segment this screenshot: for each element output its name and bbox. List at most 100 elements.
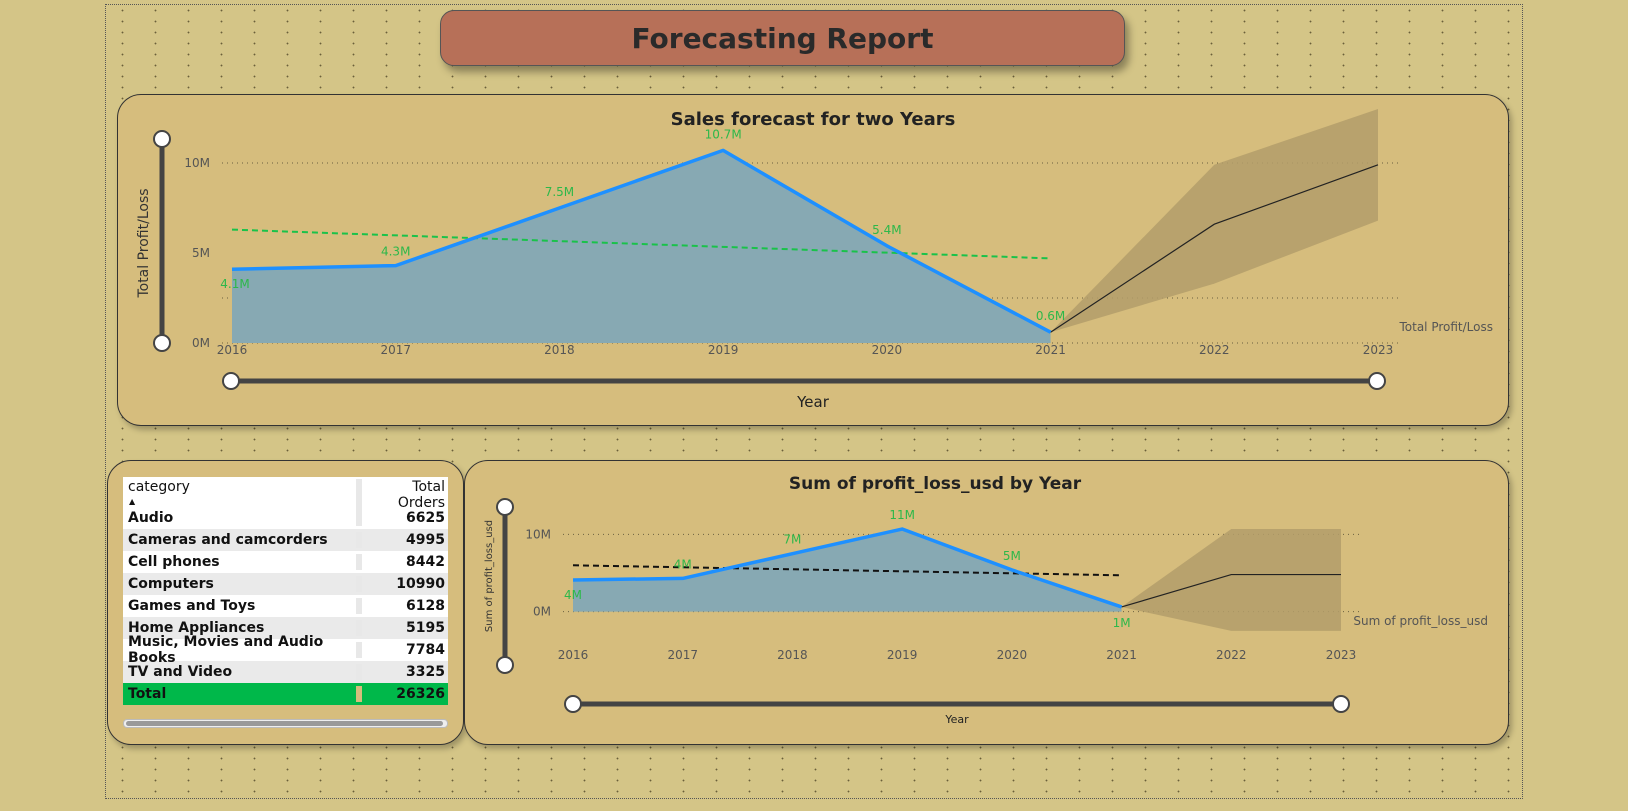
x-tick-label: 2022 xyxy=(1199,343,1230,357)
y-zoom-slider-handle-bottom[interactable] xyxy=(153,334,171,352)
table-row[interactable]: Cell phones 8442 xyxy=(123,551,448,573)
legend-label: Total Profit/Loss xyxy=(1398,320,1493,334)
y-axis-title: Total Profit/Loss xyxy=(136,188,152,298)
cell-category: Computers xyxy=(128,576,214,592)
cell-category: Cell phones xyxy=(128,554,220,570)
plot-area: 4.1M 4.3M 7.5M 10.7M 5.4M 0.6M 10M 5M 0M 2016 2017… xyxy=(184,109,1398,357)
cell-category: Cameras and camcorders xyxy=(128,532,328,548)
x-zoom-slider-handle-left[interactable] xyxy=(222,372,240,390)
table-row[interactable]: Games and Toys 6128 xyxy=(123,595,448,617)
y-zoom-slider-handle-top[interactable] xyxy=(153,130,171,148)
total-label: Total xyxy=(128,686,167,702)
data-label: 1M xyxy=(1113,616,1131,630)
data-label: 7M xyxy=(783,533,801,547)
category-orders-table-panel[interactable]: category ▲ Total Orders Audio 6625 Cameras … xyxy=(107,460,464,745)
x-tick-label: 2019 xyxy=(887,648,918,662)
forecast-confidence-band xyxy=(1050,109,1378,333)
x-tick-label: 2022 xyxy=(1216,648,1247,662)
table-row[interactable]: Cameras and camcorders 4995 xyxy=(123,529,448,551)
cell-category: Music, Movies and Audio Books xyxy=(128,634,324,666)
total-value: 26326 xyxy=(356,686,448,702)
data-label: 4M xyxy=(564,588,582,602)
y-tick-label: 0M xyxy=(533,605,551,619)
cell-total-orders: 7784 xyxy=(356,642,448,658)
x-zoom-slider-handle-right[interactable] xyxy=(1332,695,1350,713)
cell-category: Home Appliances xyxy=(128,620,265,636)
table-row[interactable]: Computers 10990 xyxy=(123,573,448,595)
cell-category: TV and Video xyxy=(128,664,233,680)
table-header-row: category ▲ Total Orders xyxy=(123,477,448,511)
y-tick-label: 5M xyxy=(192,246,210,260)
chart-title: Sum of profit_loss_usd by Year xyxy=(789,474,1082,494)
data-label: 10.7M xyxy=(705,127,742,141)
legend-label: Sum of profit_loss_usd xyxy=(1353,614,1488,628)
column-header-category[interactable]: category ▲ xyxy=(123,479,356,506)
y-axis-title: Sum of profit_loss_usd xyxy=(484,520,495,632)
cell-category: Audio xyxy=(128,510,174,526)
data-label: 7.5M xyxy=(545,185,574,199)
profit-loss-svg: Sum of profit_loss_usd by Year Sum of pr… xyxy=(484,474,1488,726)
x-tick-label: 2018 xyxy=(777,648,808,662)
data-label: 4.3M xyxy=(381,245,410,259)
x-tick-label: 2018 xyxy=(544,343,575,357)
sales-forecast-svg: Sales forecast for two Years Total Profi… xyxy=(136,109,1493,411)
column-header-label: category xyxy=(128,479,190,495)
profit-loss-chart[interactable]: Sum of profit_loss_usd by Year Sum of pr… xyxy=(464,460,1509,745)
x-tick-label: 2019 xyxy=(708,343,739,357)
x-zoom-slider-handle-left[interactable] xyxy=(564,695,582,713)
trend-line xyxy=(231,228,1051,260)
forecast-line xyxy=(1121,573,1341,608)
table-row[interactable]: Audio 6625 xyxy=(123,507,448,529)
scrollbar-thumb[interactable] xyxy=(126,721,443,726)
y-tick-label: 10M xyxy=(525,527,551,541)
table-total-row: Total 26326 xyxy=(123,683,448,705)
x-zoom-slider-handle-right[interactable] xyxy=(1368,372,1386,390)
table-body: Audio 6625 Cameras and camcorders 4995 Cell … xyxy=(123,507,448,683)
y-tick-label: 0M xyxy=(192,336,210,350)
cell-total-orders: 5195 xyxy=(356,620,448,636)
column-header-total-orders[interactable]: Total Orders xyxy=(356,479,448,511)
forecast-confidence-band xyxy=(1121,529,1341,631)
data-label: 11M xyxy=(889,508,915,522)
plot-area: 4M 4M 7M 11M 5M 1M 10M 0M 2016 2017 2018 2019 2020 20… xyxy=(525,508,1361,662)
sort-ascending-icon[interactable]: ▲ xyxy=(129,497,136,506)
trend-line xyxy=(572,564,1122,577)
x-tick-label: 2023 xyxy=(1326,648,1357,662)
table-horizontal-scrollbar[interactable] xyxy=(123,719,448,728)
x-axis-title: Year xyxy=(944,713,969,726)
forecast-line xyxy=(1050,164,1379,333)
y-zoom-slider-handle-bottom[interactable] xyxy=(496,656,514,674)
cell-total-orders: 6128 xyxy=(356,598,448,614)
x-tick-label: 2023 xyxy=(1363,343,1394,357)
series-line[interactable] xyxy=(231,148,1052,334)
x-tick-label: 2020 xyxy=(997,648,1028,662)
cell-total-orders: 4995 xyxy=(356,532,448,548)
data-label: 4M xyxy=(674,557,692,571)
x-axis-title: Year xyxy=(796,393,830,411)
data-label: 5M xyxy=(1003,549,1021,563)
data-label: 4.1M xyxy=(220,277,249,291)
cell-total-orders: 6625 xyxy=(356,510,448,526)
y-tick-label: 10M xyxy=(184,156,210,170)
x-tick-label: 2017 xyxy=(380,343,411,357)
category-orders-table: category ▲ Total Orders Audio 6625 Cameras … xyxy=(123,477,448,705)
x-tick-label: 2020 xyxy=(872,343,903,357)
report-title: Forecasting Report xyxy=(440,10,1125,66)
data-label: 0.6M xyxy=(1036,309,1065,323)
table-row[interactable]: Home Appliances 5195 xyxy=(123,617,448,639)
cell-total-orders: 8442 xyxy=(356,554,448,570)
series-area xyxy=(232,150,1051,343)
x-tick-label: 2016 xyxy=(217,343,248,357)
series-line[interactable] xyxy=(572,527,1123,609)
x-tick-label: 2016 xyxy=(558,648,589,662)
sales-forecast-chart[interactable]: Sales forecast for two Years Total Profi… xyxy=(117,94,1509,426)
data-label: 5.4M xyxy=(872,223,901,237)
cell-category: Games and Toys xyxy=(128,598,256,614)
x-tick-label: 2017 xyxy=(667,648,698,662)
x-tick-label: 2021 xyxy=(1035,343,1066,357)
table-row[interactable]: TV and Video 3325 xyxy=(123,661,448,683)
chart-title: Sales forecast for two Years xyxy=(671,109,956,130)
table-row[interactable]: Music, Movies and Audio Books 7784 xyxy=(123,634,448,666)
y-zoom-slider-handle-top[interactable] xyxy=(496,498,514,516)
cell-total-orders: 10990 xyxy=(356,576,448,592)
